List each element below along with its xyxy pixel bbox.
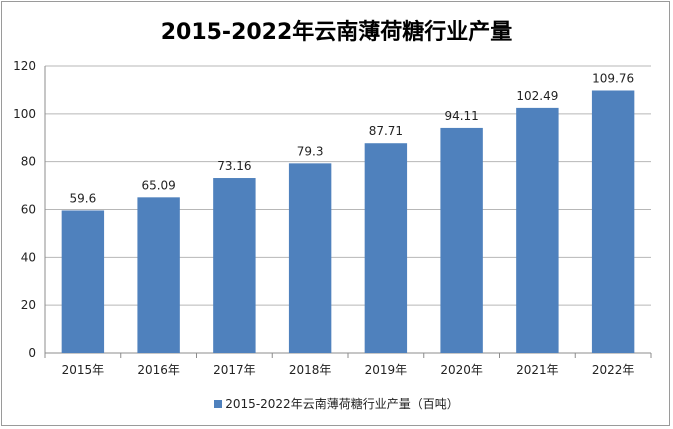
bar: [440, 127, 483, 353]
data-label: 59.6: [70, 191, 97, 205]
bar: [137, 197, 180, 353]
bar: [61, 210, 105, 353]
data-label: 94.11: [444, 109, 478, 123]
data-label: 73.16: [217, 159, 251, 173]
bar: [288, 163, 332, 353]
y-tick-label: 20: [21, 298, 36, 312]
bar: [213, 178, 256, 353]
legend-swatch: [214, 400, 223, 408]
data-label: 79.3: [297, 144, 324, 158]
bar: [591, 90, 635, 354]
x-tick-label: 2015年: [62, 363, 105, 377]
x-tick-label: 2019年: [365, 363, 408, 377]
bar: [516, 107, 559, 353]
y-tick-label: 120: [13, 59, 36, 73]
x-tick-label: 2016年: [137, 363, 180, 377]
x-tick-label: 2022年: [592, 363, 635, 377]
x-tick-label: 2018年: [289, 363, 332, 377]
y-tick-label: 60: [21, 203, 36, 217]
x-tick-label: 2021年: [516, 363, 559, 377]
data-label: 87.71: [369, 124, 403, 138]
legend: 2015-2022年云南薄荷糖行业产量（百吨）: [0, 395, 673, 412]
y-tick-label: 0: [28, 346, 36, 360]
legend-label: 2015-2022年云南薄荷糖行业产量（百吨）: [225, 397, 459, 411]
x-tick-label: 2020年: [440, 363, 483, 377]
bar: [364, 143, 408, 353]
y-tick-label: 100: [13, 107, 36, 121]
x-tick-label: 2017年: [213, 363, 256, 377]
data-label: 109.76: [592, 71, 634, 85]
y-tick-label: 80: [21, 155, 36, 169]
data-label: 102.49: [516, 89, 558, 103]
chart-title: 2015-2022年云南薄荷糖行业产量: [160, 20, 513, 45]
data-label: 65.09: [141, 178, 175, 192]
y-tick-label: 40: [21, 250, 36, 264]
